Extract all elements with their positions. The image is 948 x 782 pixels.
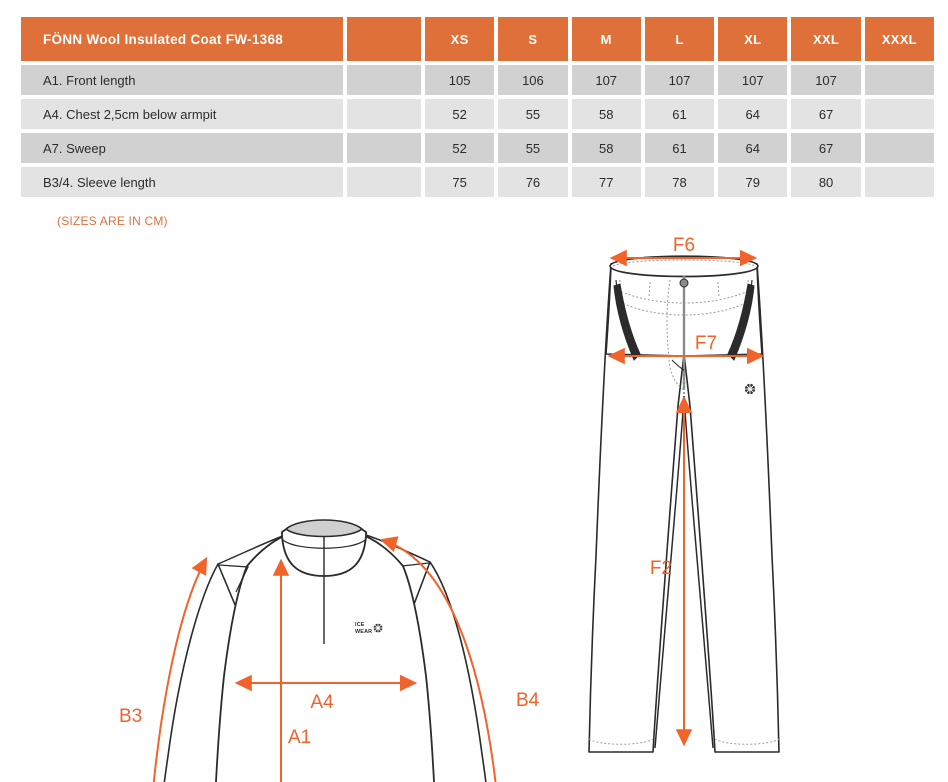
cell-a7-xxl: 67: [791, 133, 861, 163]
pants-right-leg: [683, 263, 780, 753]
product-title-header: FÖNN Wool Insulated Coat FW-1368: [21, 17, 343, 61]
row-label-a1: A1. Front length: [21, 65, 343, 95]
size-header-xs: XS: [425, 17, 495, 61]
cell-a4-m: 58: [571, 99, 641, 129]
cell-a4-s: 55: [498, 99, 568, 129]
size-header-xxl: XXL: [791, 17, 861, 61]
size-header-l: L: [644, 17, 715, 61]
row-blank-a4: [347, 99, 421, 129]
cell-a7-xxxl: [864, 133, 934, 163]
measurement-f2: F2: [650, 395, 693, 747]
cell-a1-xs: 105: [425, 65, 495, 95]
cell-b34-xxl: 80: [791, 167, 861, 197]
table-header-row: FÖNN Wool Insulated Coat FW-1368 XS S M …: [21, 17, 934, 61]
pants-left-hem-stitch: [588, 738, 654, 745]
cell-a1-l: 107: [644, 65, 715, 95]
a1-label: A1: [288, 727, 311, 748]
cell-b34-s: 76: [498, 167, 568, 197]
blank-column-header: [347, 17, 421, 61]
cell-b34-m: 77: [571, 167, 641, 197]
size-chart-table: FÖNN Wool Insulated Coat FW-1368 XS S M …: [17, 13, 938, 201]
measurement-a1: A1: [272, 558, 311, 782]
b4-label: B4: [516, 690, 540, 711]
cell-a7-s: 55: [498, 133, 568, 163]
cell-a4-xxl: 67: [791, 99, 861, 129]
jacket-left-raglan-detail: [218, 564, 250, 593]
logo-text-line1: ICE: [355, 622, 365, 628]
table-header: FÖNN Wool Insulated Coat FW-1368 XS S M …: [21, 17, 934, 61]
cell-a4-xxxl: [864, 99, 934, 129]
pants-waistband: [609, 255, 759, 278]
f7-label: F7: [695, 333, 717, 354]
measurement-f6: F6: [609, 236, 758, 267]
cell-a7-l: 61: [644, 133, 715, 163]
cell-b34-xl: 79: [718, 167, 788, 197]
size-header-s: S: [498, 17, 568, 61]
table-row: A1. Front length 105 106 107 107 107 107: [21, 65, 934, 95]
jacket-right-raglan-detail: [401, 562, 430, 567]
table-body: A1. Front length 105 106 107 107 107 107…: [21, 65, 934, 197]
pants-yoke-stitch-2: [615, 299, 753, 316]
cell-a1-xxl: 107: [791, 65, 861, 95]
row-label-a7: A7. Sweep: [21, 133, 343, 163]
table-row: A7. Sweep 52 55 58 61 64 67: [21, 133, 934, 163]
cell-a7-xs: 52: [425, 133, 495, 163]
b4-arrow: [379, 536, 512, 782]
row-blank-a1: [347, 65, 421, 95]
cell-b34-xs: 75: [425, 167, 495, 197]
snowflake-icon: [372, 622, 384, 634]
row-blank-b34: [347, 167, 421, 197]
cell-a4-l: 61: [644, 99, 715, 129]
logo-text-line2: WEAR: [355, 629, 372, 635]
b3-arrow: [138, 556, 208, 782]
measurement-b3: B3: [119, 556, 208, 782]
f6-label: F6: [673, 236, 695, 256]
jacket-collar-inner: [285, 519, 363, 538]
size-header-xl: XL: [718, 17, 788, 61]
measurement-f7: F7: [607, 333, 765, 365]
pants-technical-drawing: F6 F7 F2: [588, 236, 780, 753]
cell-b34-l: 78: [644, 167, 715, 197]
cell-a4-xs: 52: [425, 99, 495, 129]
cell-a1-s: 106: [498, 65, 568, 95]
measurement-b4: B4: [379, 536, 540, 782]
cell-a7-m: 58: [571, 133, 641, 163]
row-label-a4: A4. Chest 2,5cm below armpit: [21, 99, 343, 129]
cell-b34-xxxl: [864, 167, 934, 197]
size-header-xxxl: XXXL: [864, 17, 934, 61]
table-row: A4. Chest 2,5cm below armpit 52 55 58 61…: [21, 99, 934, 129]
technical-drawings: ICE WEAR B3 B4: [0, 236, 948, 782]
cell-a7-xl: 64: [718, 133, 788, 163]
row-blank-a7: [347, 133, 421, 163]
cell-a4-xl: 64: [718, 99, 788, 129]
table-row: B3/4. Sleeve length 75 76 77 78 79 80: [21, 167, 934, 197]
f2-label: F2: [650, 558, 672, 579]
pants-snowflake-icon: [744, 383, 756, 395]
pants-left-leg: [588, 263, 685, 753]
units-note: (SIZES ARE IN CM): [57, 214, 168, 228]
a4-label: A4: [310, 692, 334, 713]
pants-button-icon: [679, 278, 689, 288]
row-label-b34: B3/4. Sleeve length: [21, 167, 343, 197]
cell-a1-m: 107: [571, 65, 641, 95]
pants-right-hem-stitch: [714, 738, 780, 745]
jacket-technical-drawing: ICE WEAR B3 B4: [119, 519, 540, 782]
measurement-a4: A4: [234, 674, 418, 713]
size-header-m: M: [571, 17, 641, 61]
cell-a1-xxxl: [864, 65, 934, 95]
pants-fly-stitch: [666, 279, 685, 391]
cell-a1-xl: 107: [718, 65, 788, 95]
b3-label: B3: [119, 706, 142, 727]
